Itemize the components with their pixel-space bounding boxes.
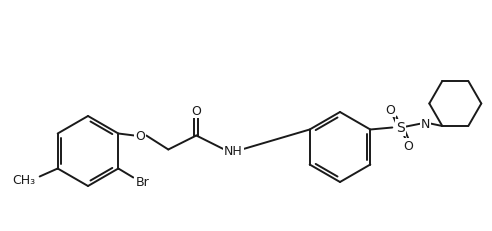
Text: Br: Br <box>135 175 149 188</box>
Text: CH₃: CH₃ <box>13 173 36 186</box>
Text: NH: NH <box>224 144 243 157</box>
Text: O: O <box>385 103 395 116</box>
Text: O: O <box>191 105 201 118</box>
Text: N: N <box>421 118 430 131</box>
Text: O: O <box>403 139 413 152</box>
Text: S: S <box>396 121 405 135</box>
Text: O: O <box>135 129 145 142</box>
